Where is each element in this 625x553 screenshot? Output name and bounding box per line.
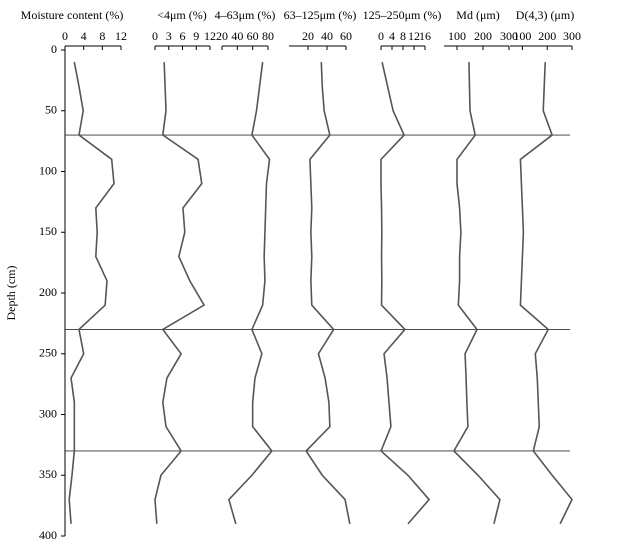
profile-line (68, 61, 115, 524)
y-tick-label: 100 (39, 163, 57, 177)
y-axis-label: Depth (cm) (4, 266, 18, 321)
panel-title: Moisture content (%) (21, 8, 124, 22)
x-tick-label: 40 (321, 29, 333, 43)
x-tick-label: 0 (152, 29, 158, 43)
y-tick-label: 300 (39, 406, 57, 420)
x-tick-label: 4 (81, 29, 87, 43)
profile-line (154, 62, 206, 524)
x-tick-label: 8 (400, 29, 406, 43)
y-tick-label: 150 (39, 224, 57, 238)
x-tick-label: 300 (500, 29, 518, 43)
x-tick-label: 8 (99, 29, 105, 43)
profile-line (519, 62, 573, 525)
x-tick-label: 0 (62, 29, 68, 43)
x-tick-label: 200 (474, 29, 492, 43)
profile-line (305, 62, 351, 525)
x-tick-label: 20 (302, 29, 314, 43)
x-tick-label: 12 (115, 29, 127, 43)
panel-title: Md (μm) (456, 8, 499, 22)
x-tick-label: 20 (216, 29, 228, 43)
x-tick-label: 4 (389, 29, 395, 43)
y-tick-label: 250 (39, 346, 57, 360)
y-tick-label: 0 (51, 42, 57, 56)
x-tick-label: 60 (340, 29, 352, 43)
x-tick-label: 3 (166, 29, 172, 43)
x-tick-label: 100 (448, 29, 466, 43)
panel-title: 4–63μm (%) (215, 8, 276, 22)
panel-title: 63–125μm (%) (284, 8, 357, 22)
x-tick-label: 100 (513, 29, 531, 43)
profile-line (452, 62, 501, 525)
y-tick-label: 400 (39, 528, 57, 542)
x-tick-label: 40 (231, 29, 243, 43)
x-tick-label: 12 (408, 29, 420, 43)
x-tick-label: 200 (538, 29, 556, 43)
panel-title: <4μm (%) (157, 8, 207, 22)
x-tick-label: 12 (204, 29, 216, 43)
x-tick-label: 60 (247, 29, 259, 43)
x-tick-label: 80 (262, 29, 274, 43)
y-tick-label: 350 (39, 467, 57, 481)
profile-line (380, 61, 431, 525)
profile-line (228, 62, 273, 525)
y-tick-label: 200 (39, 285, 57, 299)
x-tick-label: 300 (563, 29, 581, 43)
panel-title: 125–250μm (%) (363, 8, 442, 22)
x-tick-label: 9 (193, 29, 199, 43)
x-tick-label: 16 (419, 29, 431, 43)
x-tick-label: 6 (180, 29, 186, 43)
x-tick-label: 0 (378, 29, 384, 43)
panel-title: D(4,3) (μm) (516, 8, 574, 22)
y-tick-label: 50 (45, 103, 57, 117)
